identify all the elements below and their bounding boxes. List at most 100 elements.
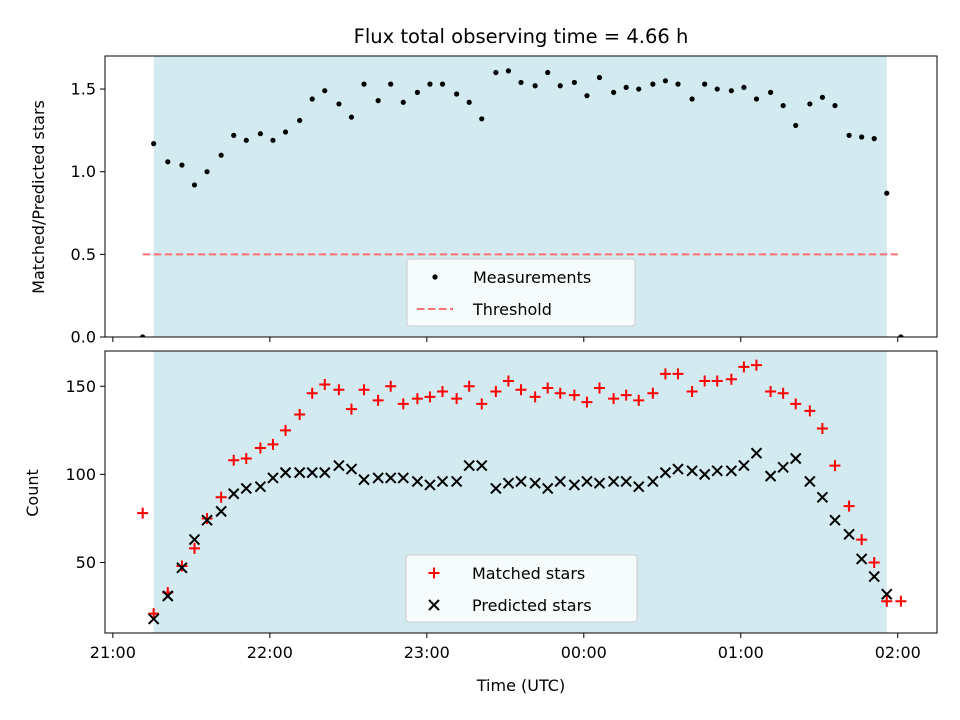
measurement-point [493,69,499,76]
point-group [137,359,907,625]
predicted-star-point [267,472,279,484]
measurement-point [728,88,734,94]
predicted-star-point [162,590,174,602]
measurement-point [898,334,904,337]
x-axis-label: Time (UTC) [476,676,565,695]
predicted-star-point [829,514,841,526]
predicted-star-point [607,475,620,488]
predicted-star-point [725,465,738,477]
predicted-star-point [188,533,201,546]
matched-star-point [333,384,345,396]
matched-star-point [319,378,331,390]
measurement-point [571,79,577,86]
matched-star-point [215,491,227,503]
measurement-point [297,117,303,124]
predicted-star-point [372,472,384,484]
predicted-star-point [541,482,554,495]
predicted-star-point [554,475,566,488]
matched-star-point [280,424,292,436]
measurement-point [793,122,799,129]
predicted-star-point [633,481,645,493]
predicted-star-point [463,459,475,472]
measurement-point [427,81,433,87]
matched-star-point [411,393,423,405]
count-legend: Matched stars Predicted stars [405,554,638,623]
matched-star-point [750,359,762,371]
legend-label: Measurements [473,268,591,287]
y-tick-label: 1.5 [71,80,96,99]
ratio-legend: Measurements Threshold [406,258,636,327]
measurement-point [282,129,289,135]
matched-star-point [306,387,318,399]
predicted-star-point [293,466,306,479]
legend-box [406,258,636,327]
matched-star-point [711,375,723,387]
ratio-x-ticks [112,337,899,342]
matched-star-point [633,394,645,406]
predicted-star-point [254,481,267,493]
predicted-star-point [593,477,606,489]
matched-star-point [476,398,488,410]
measurement-point [270,137,276,143]
matched-star-point [294,408,306,420]
measurement-point [204,169,210,175]
matched-star-point [502,375,514,387]
measurement-point [780,102,786,109]
matched-star-point [620,389,632,401]
predicted-star-point [868,570,880,583]
predicted-star-point [397,472,409,484]
y-tick-label: 100 [65,465,96,484]
measurement-point [518,79,524,86]
y-tick-label: 0.0 [71,328,96,347]
measurement-point [400,99,406,105]
matched-star-point [895,595,907,607]
measurement-point [741,84,747,91]
measurement-point [151,141,157,147]
predicted-star-point [764,470,777,482]
predicted-star-point [201,514,213,526]
measurement-point [231,132,237,138]
matched-star-point [856,534,868,546]
matched-star-point [201,512,213,524]
predicted-star-point [529,477,541,489]
measurement-point [807,101,813,107]
matched-star-point [176,560,188,572]
matched-star-point [515,384,527,396]
measurement-point [165,159,171,165]
x-tick-label: 23:00 [404,643,450,662]
predicted-star-point [333,459,345,472]
measurement-point [218,152,224,158]
measurement-point [714,86,720,92]
predicted-star-point [450,475,463,488]
predicted-star-point [215,505,227,518]
matched-star-point [424,391,436,403]
matched-star-point [451,393,463,405]
predicted-star-point [777,461,789,474]
matched-star-point [725,373,737,385]
measurement-point [702,81,708,87]
matched-star-point [228,454,240,466]
matched-star-point [881,595,893,607]
matched-star-point [542,382,554,394]
matched-star-point [397,398,409,410]
measurement-point [753,96,760,102]
x-tick-label: 21:00 [90,643,136,662]
measurement-point [140,334,146,337]
matched-star-point [790,398,802,410]
legend-label: Matched stars [472,564,585,583]
measurement-point [689,96,695,102]
measurement-point [675,81,681,87]
measurement-point [479,116,485,122]
x-tick-label: 22:00 [247,643,293,662]
matched-star-point [816,423,828,435]
count-y-ticks: 50 100 150 [65,377,105,572]
predicted-star-point [424,479,436,491]
measurement-point [545,69,551,76]
matched-star-point [765,386,777,398]
measurement-point [832,102,838,109]
matched-star-point [137,507,149,519]
predicted-star-point [147,613,160,625]
matched-star-point [254,442,266,454]
